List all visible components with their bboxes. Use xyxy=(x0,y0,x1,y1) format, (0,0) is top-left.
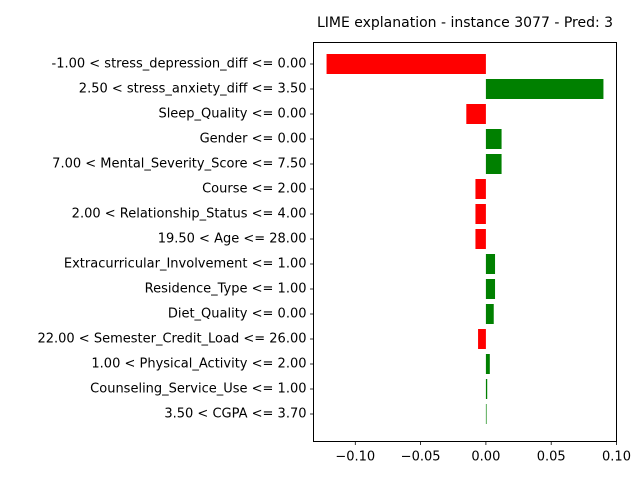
bar-1 xyxy=(485,79,604,99)
y-tick-labels: -1.00 < stress_depression_diff <= 0.00 2.… xyxy=(37,57,314,422)
x-tick-label: 0.00 xyxy=(471,450,500,465)
bar-0 xyxy=(326,54,486,74)
bar-8 xyxy=(485,254,496,274)
x-tick-label: −0.05 xyxy=(401,450,441,465)
y-tick-label: 2.50 < stress_anxiety_diff <= 3.50 xyxy=(79,82,307,97)
bar-10 xyxy=(485,304,494,324)
y-tick-label: Residence_Type <= 1.00 xyxy=(145,282,307,297)
bar-13 xyxy=(485,379,488,399)
x-ticks: −0.10 −0.05 0.00 0.05 0.10 xyxy=(335,441,631,465)
axes-frame xyxy=(313,42,617,442)
y-tick-label: 7.00 < Mental_Severity_Score <= 7.50 xyxy=(52,157,306,172)
bar-12 xyxy=(485,354,490,374)
y-tick-label: 22.00 < Semester_Credit_Load <= 26.00 xyxy=(37,332,306,347)
y-tick-label: Gender <= 0.00 xyxy=(200,132,307,147)
y-tick-label: Diet_Quality <= 0.00 xyxy=(168,307,307,322)
bar-9 xyxy=(485,279,496,299)
x-tick-label: 0.10 xyxy=(602,450,631,465)
y-tick-label: 19.50 < Age <= 28.00 xyxy=(158,232,307,247)
y-tick-label: Counseling_Service_Use <= 1.00 xyxy=(90,382,306,397)
y-tick-label: 3.50 < CGPA <= 3.70 xyxy=(164,407,306,422)
bar-3 xyxy=(485,129,502,149)
x-tick-label: −0.10 xyxy=(335,450,375,465)
bar-11 xyxy=(478,329,486,349)
y-tick-label: 2.00 < Relationship_Status <= 4.00 xyxy=(72,207,307,222)
bar-4 xyxy=(485,154,502,174)
bar-5 xyxy=(475,179,486,199)
bars-group xyxy=(326,54,604,424)
chart-title: LIME explanation - instance 3077 - Pred:… xyxy=(317,15,613,31)
bar-2 xyxy=(466,104,486,124)
y-tick-label: Extracurricular_Involvement <= 1.00 xyxy=(64,257,307,272)
y-tick-label: Sleep_Quality <= 0.00 xyxy=(158,107,306,122)
y-tick-label: 1.00 < Physical_Activity <= 2.00 xyxy=(91,357,306,372)
x-tick-label: 0.05 xyxy=(537,450,566,465)
y-tick-label: Course <= 2.00 xyxy=(202,182,306,197)
bar-14 xyxy=(485,404,487,424)
bar-6 xyxy=(475,204,486,224)
y-tick-label: -1.00 < stress_depression_diff <= 0.00 xyxy=(52,57,307,72)
bar-7 xyxy=(475,229,486,249)
